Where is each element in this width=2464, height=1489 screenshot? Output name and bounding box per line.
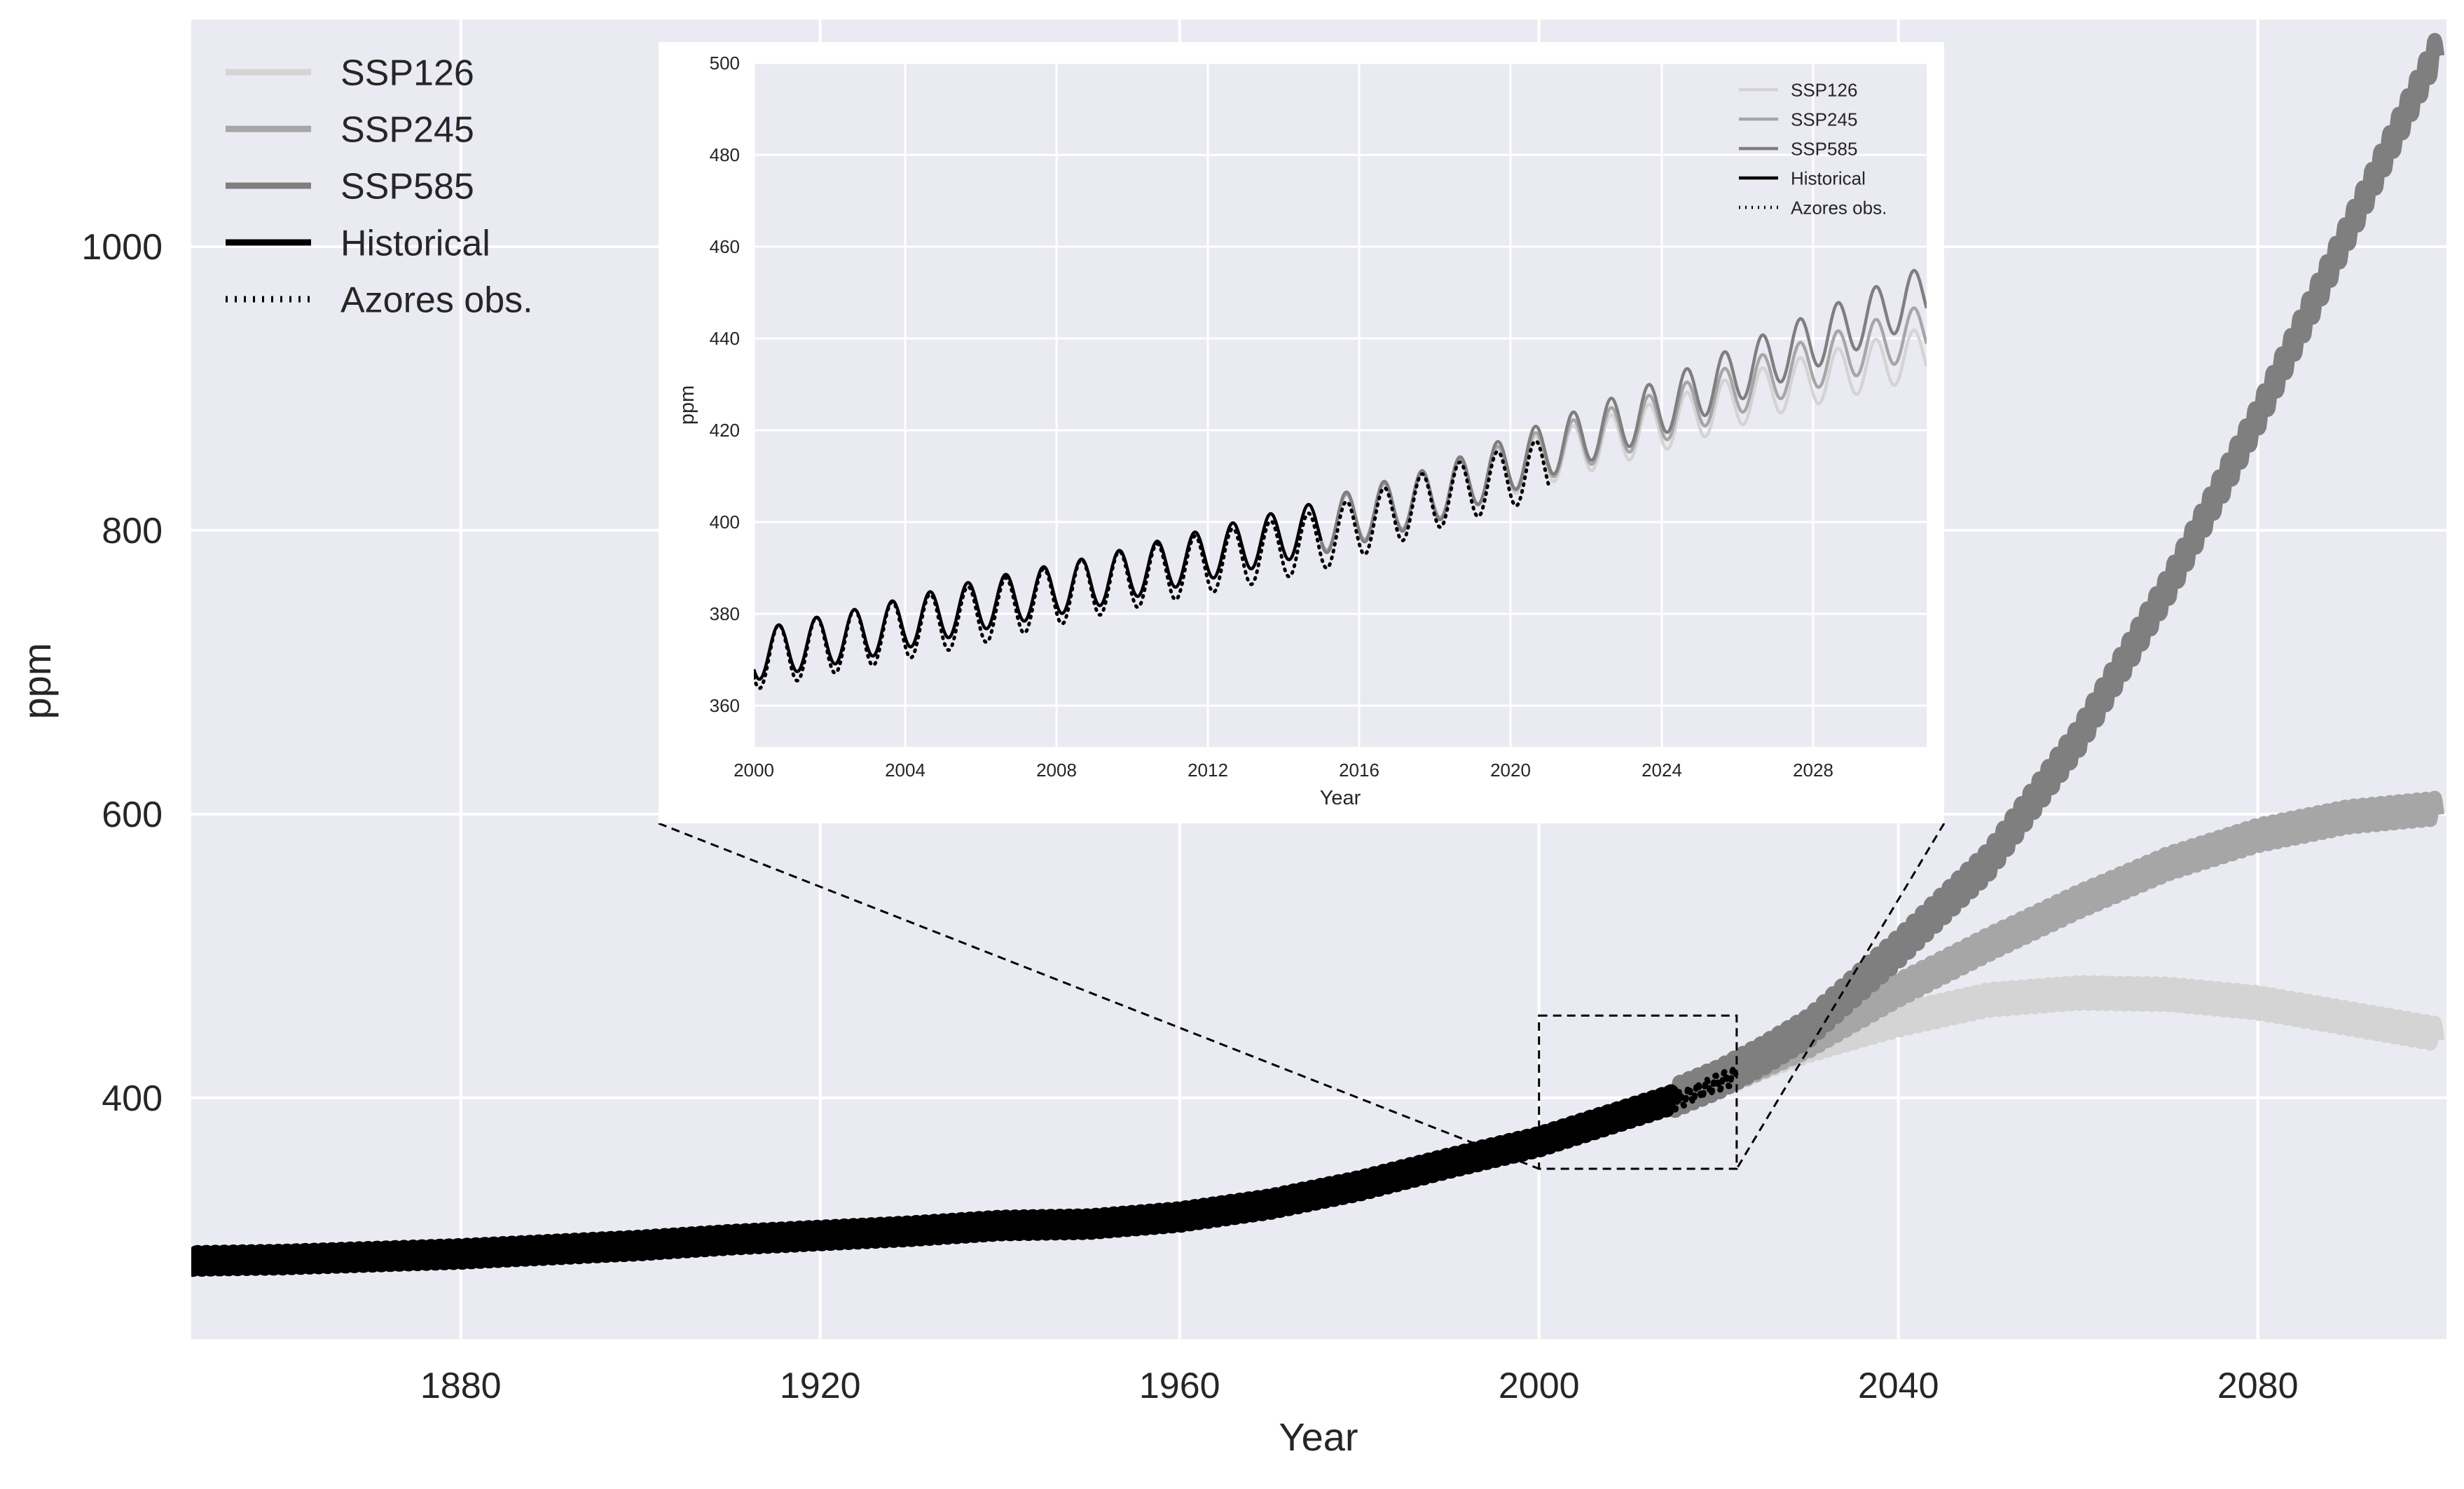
inset-y-tick-480: 480 <box>710 144 740 165</box>
inset-legend-label-ssp245: SSP245 <box>1791 109 1857 130</box>
inset-y-tick-500: 500 <box>710 53 740 74</box>
main-legend-label-ssp245: SSP245 <box>340 110 474 151</box>
inset-x-axis-label: Year <box>1320 787 1361 809</box>
inset-legend: SSP126 SSP245 SSP585 Historical Azores obs. <box>1739 79 1887 218</box>
main-y-tick-800: 800 <box>102 511 163 551</box>
main-x-tick-2080: 2080 <box>2217 1366 2299 1406</box>
inset-x-tick-2008: 2008 <box>1036 760 1077 781</box>
main-legend-label-azores-obs: Azores obs. <box>340 280 533 321</box>
inset-gridlines <box>752 62 1927 747</box>
inset-x-tick-2012: 2012 <box>1188 760 1228 781</box>
zoom-connector-left <box>658 822 1540 1170</box>
main-x-tick-2000: 2000 <box>1499 1366 1580 1406</box>
inset-series-layer <box>754 268 1927 690</box>
main-series-ssp245 <box>1667 790 2445 1116</box>
inset-plot-area <box>754 63 1927 747</box>
main-series-ssp585 <box>1667 33 2445 1118</box>
main-y-axis-label: ppm <box>15 643 59 720</box>
main-x-tick-1880: 1880 <box>420 1366 502 1406</box>
inset-y-tick-360: 360 <box>710 695 740 716</box>
inset-chart: 2000 2004 2008 2012 2016 2020 2024 2028 360 380 4… <box>659 42 1944 823</box>
inset-x-tick-labels: 2000 2004 2008 2012 2016 2020 2024 2028 <box>734 760 1833 781</box>
main-y-tick-1000: 1000 <box>81 227 163 268</box>
inset-y-tick-460: 460 <box>710 236 740 257</box>
main-x-tick-1920: 1920 <box>780 1366 861 1406</box>
inset-y-tick-420: 420 <box>710 420 740 441</box>
inset-x-tick-2016: 2016 <box>1339 760 1379 781</box>
inset-y-tick-440: 440 <box>710 328 740 349</box>
inset-x-tick-2028: 2028 <box>1793 760 1833 781</box>
inset-y-tick-380: 380 <box>710 603 740 624</box>
inset-y-tick-labels: 360 380 400 420 440 460 480 500 <box>710 53 740 716</box>
inset-x-tick-2004: 2004 <box>885 760 925 781</box>
inset-x-tick-2000: 2000 <box>734 760 774 781</box>
main-legend-label-historical: Historical <box>340 224 490 264</box>
zoom-box <box>1538 1014 1738 1170</box>
main-legend-label-ssp126: SSP126 <box>340 53 474 94</box>
inset-y-tick-400: 400 <box>710 512 740 533</box>
inset-legend-label-ssp585: SSP585 <box>1791 138 1857 159</box>
main-x-axis-label: Year <box>1279 1415 1358 1459</box>
inset-legend-label-azores-obs: Azores obs. <box>1791 197 1887 218</box>
inset-y-axis-label: ppm <box>676 385 698 425</box>
inset-series-ssp585 <box>1319 268 1927 554</box>
main-x-tick-2040: 2040 <box>1858 1366 1939 1406</box>
inset-legend-label-ssp126: SSP126 <box>1791 79 1857 100</box>
main-y-tick-400: 400 <box>102 1078 163 1119</box>
inset-legend-label-historical: Historical <box>1791 167 1866 188</box>
inset-series-azores-obs <box>754 439 1550 690</box>
main-series-azores-obs <box>1536 1065 1740 1151</box>
main-series-historical <box>191 1084 1681 1277</box>
inset-x-tick-2024: 2024 <box>1641 760 1682 781</box>
main-y-tick-600: 600 <box>102 795 163 835</box>
main-x-tick-labels: 1880 1920 1960 2000 2040 2080 <box>420 1366 2299 1406</box>
main-legend-label-ssp585: SSP585 <box>340 167 474 207</box>
main-y-tick-labels: 400 600 800 1000 <box>81 227 163 1119</box>
inset-x-tick-2020: 2020 <box>1490 760 1531 781</box>
zoom-connector-right <box>1735 823 1946 1169</box>
main-legend: SSP126 SSP245 SSP585 Historical Azores obs. <box>226 53 533 321</box>
main-x-tick-1960: 1960 <box>1139 1366 1220 1406</box>
main-series-layer <box>191 33 2445 1277</box>
